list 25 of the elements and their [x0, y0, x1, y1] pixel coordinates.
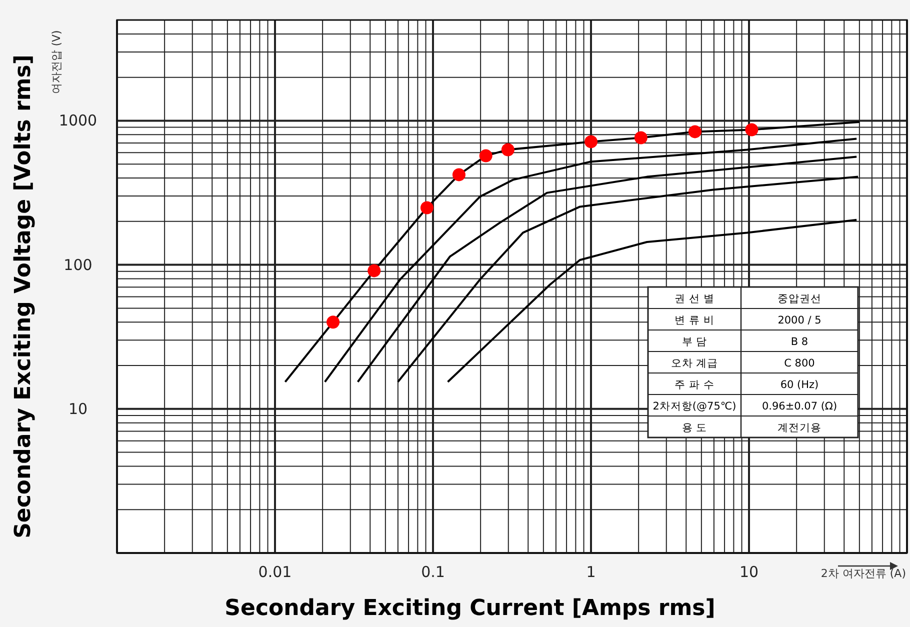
- y-axis-title: Secondary Exciting Voltage [Volts rms]: [11, 54, 36, 538]
- annotation: 0.96±0.07 (Ω): [762, 400, 838, 412]
- y-tick-label: 100: [64, 256, 92, 274]
- annotation: 오차 계급: [670, 358, 718, 370]
- x-axis-title: Secondary Exciting Current [Amps rms]: [224, 596, 716, 621]
- text: 2차 여자전류 (A): [820, 567, 906, 580]
- y-tick-label: 1000: [58, 112, 98, 130]
- annotation: C 800: [784, 358, 815, 370]
- x-tick-label: 10: [739, 563, 759, 581]
- y-tick-label: 10: [68, 400, 88, 418]
- annotation: 60 (Hz): [780, 379, 819, 391]
- annotation: B 8: [790, 336, 808, 348]
- annotation: 부 담: [682, 336, 708, 348]
- x-tick-label: 0.01: [258, 563, 292, 581]
- x-tick-label: 1: [586, 563, 596, 581]
- x-tick-label: 0.1: [421, 563, 445, 581]
- text: 여자전압 (V): [50, 30, 63, 94]
- annotation: 권 선 별: [674, 293, 714, 305]
- annotation: 변 류 비: [674, 314, 714, 326]
- annotation: 중압권선: [778, 293, 822, 305]
- annotation: 계전기용: [778, 422, 822, 434]
- annotation: 주 파 수: [674, 379, 714, 391]
- annotation: 2차저항(@75℃): [652, 400, 736, 412]
- annotation: 용 도: [682, 422, 708, 434]
- annotation: 2000 / 5: [778, 314, 822, 326]
